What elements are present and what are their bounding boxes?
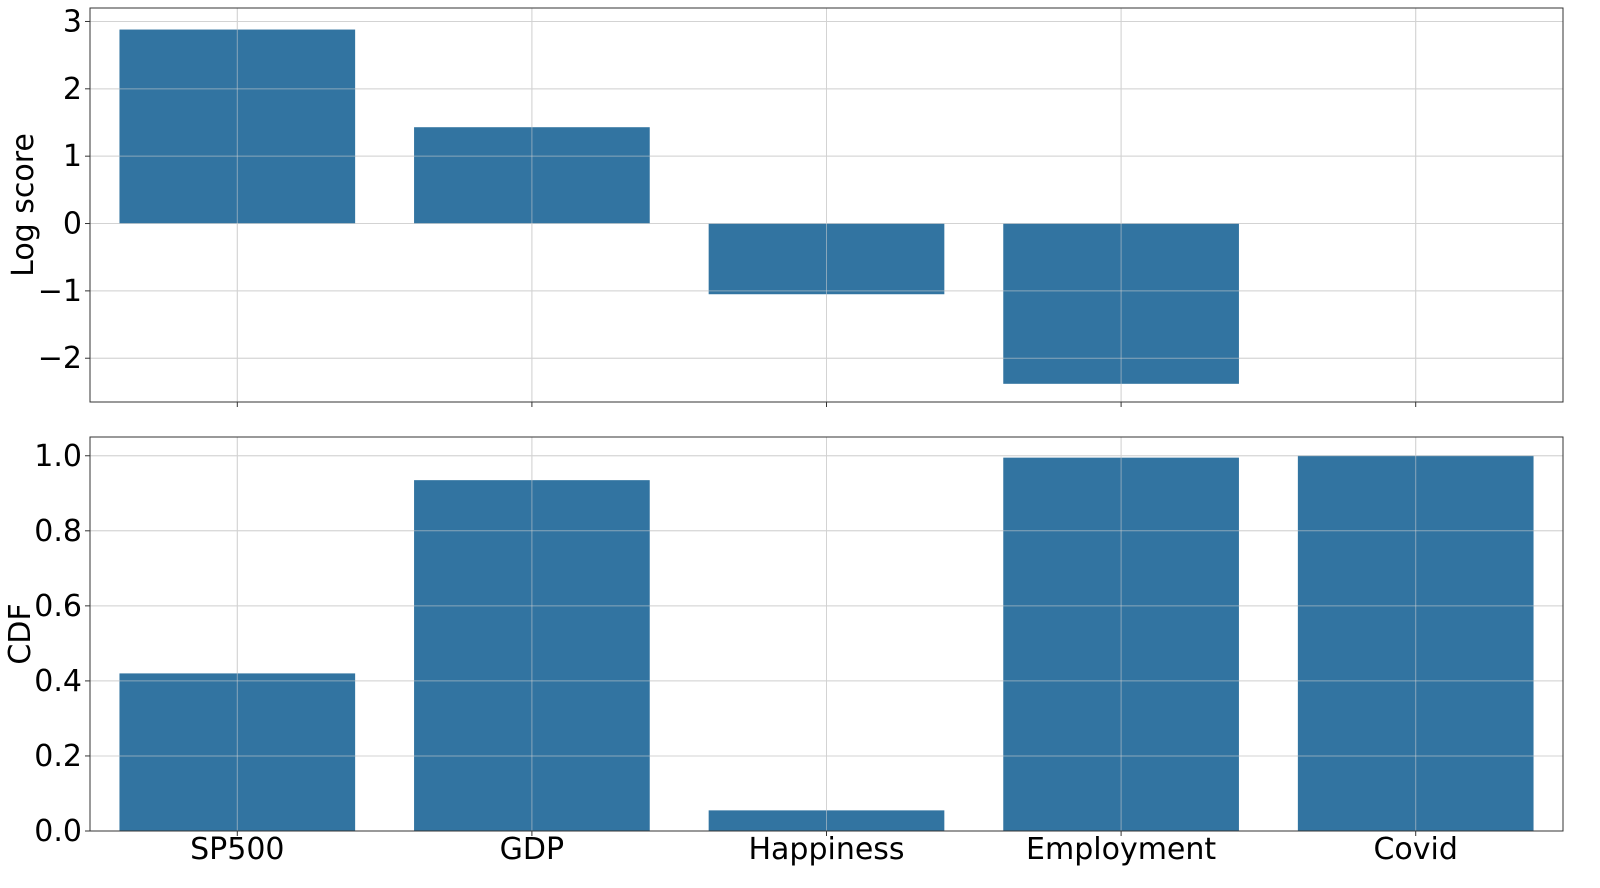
y-tick-label: 2 — [63, 72, 82, 107]
y-tick-label: 0.8 — [34, 514, 82, 549]
y-axis-label: CDF — [3, 603, 38, 664]
y-tick-label: 0.0 — [34, 814, 82, 849]
x-tick-label-employment: Employment — [1026, 832, 1216, 867]
y-tick-label: 0.4 — [34, 664, 82, 699]
y-tick-label: 3 — [63, 4, 82, 39]
y-tick-label: 0.6 — [34, 589, 82, 624]
y-tick-label: 0.2 — [34, 739, 82, 774]
y-tick-label: 1 — [63, 139, 82, 174]
y-axis-label: Log score — [6, 133, 41, 277]
y-tick-label: −1 — [38, 274, 82, 309]
log-score-panel: 3 2 1 0 −1 −2 Log score — [6, 4, 1564, 407]
y-tick-label: 1.0 — [34, 439, 82, 474]
y-tick-label: −2 — [38, 341, 82, 376]
cdf-panel: 0.0 0.2 0.4 0.6 0.8 1.0 SP500 GDP Happiness Emplo… — [3, 436, 1564, 867]
x-tick-label-happiness: Happiness — [748, 832, 904, 867]
y-tick-label: 0 — [63, 207, 82, 242]
x-tick-label-gdp: GDP — [500, 832, 564, 867]
x-tick-label-sp500: SP500 — [190, 832, 284, 867]
x-tick-label-covid: Covid — [1373, 832, 1457, 867]
